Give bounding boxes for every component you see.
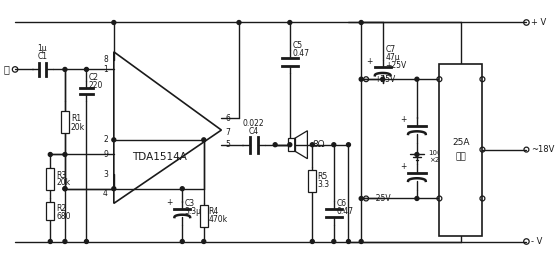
Text: 9: 9 bbox=[103, 150, 108, 159]
Text: 20k: 20k bbox=[56, 178, 70, 187]
Circle shape bbox=[381, 77, 384, 81]
Text: +: + bbox=[166, 198, 172, 207]
Text: 0.47: 0.47 bbox=[293, 49, 310, 58]
Circle shape bbox=[273, 143, 277, 147]
Circle shape bbox=[112, 187, 116, 191]
Text: ~18V: ~18V bbox=[531, 145, 555, 154]
Text: + V: + V bbox=[531, 18, 546, 27]
Circle shape bbox=[359, 196, 363, 200]
Text: 2: 2 bbox=[103, 135, 108, 144]
Text: +: + bbox=[367, 56, 373, 65]
Text: 470k: 470k bbox=[209, 215, 228, 224]
Text: 3.3: 3.3 bbox=[317, 180, 329, 189]
Text: +25V: +25V bbox=[374, 75, 395, 84]
Circle shape bbox=[288, 21, 292, 25]
Circle shape bbox=[347, 239, 350, 243]
Circle shape bbox=[63, 187, 67, 191]
Circle shape bbox=[332, 143, 336, 147]
Text: TDA1514A: TDA1514A bbox=[132, 152, 187, 162]
Text: - V: - V bbox=[531, 237, 543, 246]
Circle shape bbox=[202, 239, 206, 243]
Circle shape bbox=[84, 68, 88, 71]
Text: 220: 220 bbox=[88, 81, 103, 89]
Text: 6: 6 bbox=[225, 114, 230, 123]
Text: +: + bbox=[400, 115, 406, 124]
Text: 5: 5 bbox=[225, 140, 230, 149]
Circle shape bbox=[415, 153, 419, 157]
Circle shape bbox=[112, 21, 116, 25]
Circle shape bbox=[180, 187, 184, 191]
Circle shape bbox=[63, 68, 67, 71]
Text: ×2: ×2 bbox=[429, 157, 439, 163]
Text: 4: 4 bbox=[103, 189, 108, 198]
Text: C6: C6 bbox=[336, 199, 347, 208]
Bar bbox=[46, 168, 54, 190]
Text: C1: C1 bbox=[37, 52, 47, 61]
Circle shape bbox=[49, 239, 52, 243]
Text: 入: 入 bbox=[3, 64, 9, 74]
Circle shape bbox=[63, 239, 67, 243]
Circle shape bbox=[63, 187, 67, 191]
Circle shape bbox=[359, 239, 363, 243]
Text: 7: 7 bbox=[225, 129, 230, 138]
Circle shape bbox=[347, 143, 350, 147]
Text: 8: 8 bbox=[103, 55, 108, 64]
Text: R1: R1 bbox=[71, 114, 81, 123]
Text: -25V: -25V bbox=[374, 194, 392, 203]
Circle shape bbox=[332, 239, 336, 243]
Bar bbox=[61, 111, 69, 133]
Text: 0.47: 0.47 bbox=[336, 207, 354, 216]
Text: C7: C7 bbox=[386, 45, 396, 54]
Text: C3: C3 bbox=[184, 199, 194, 208]
Text: R4: R4 bbox=[209, 207, 219, 216]
Text: C4: C4 bbox=[248, 126, 259, 135]
Circle shape bbox=[310, 239, 314, 243]
Circle shape bbox=[310, 143, 314, 147]
Text: R2: R2 bbox=[56, 204, 66, 213]
Circle shape bbox=[202, 138, 206, 142]
Text: 0.022: 0.022 bbox=[243, 119, 264, 128]
Circle shape bbox=[112, 138, 116, 142]
Text: 680: 680 bbox=[56, 211, 71, 221]
Text: 3.3μ: 3.3μ bbox=[184, 207, 201, 216]
Bar bbox=[439, 64, 483, 236]
Text: +25V: +25V bbox=[386, 61, 407, 70]
Bar bbox=[200, 205, 208, 227]
Text: R5: R5 bbox=[317, 172, 328, 181]
Text: C2: C2 bbox=[88, 73, 98, 82]
Bar bbox=[46, 202, 54, 220]
Circle shape bbox=[415, 77, 419, 81]
Text: C5: C5 bbox=[293, 41, 303, 50]
Bar bbox=[309, 170, 316, 192]
Circle shape bbox=[288, 143, 292, 147]
Text: 3: 3 bbox=[103, 169, 108, 178]
Text: 20k: 20k bbox=[71, 122, 85, 132]
Text: 25A: 25A bbox=[452, 138, 470, 147]
Circle shape bbox=[180, 239, 184, 243]
Circle shape bbox=[359, 77, 363, 81]
Text: 1μ: 1μ bbox=[37, 44, 47, 53]
Circle shape bbox=[63, 153, 67, 157]
Circle shape bbox=[359, 21, 363, 25]
Circle shape bbox=[415, 196, 419, 200]
Circle shape bbox=[84, 239, 88, 243]
Text: 47μ: 47μ bbox=[386, 53, 400, 62]
Bar bbox=[288, 138, 295, 151]
Text: 1: 1 bbox=[103, 65, 108, 74]
Circle shape bbox=[49, 153, 52, 157]
Text: R3: R3 bbox=[56, 171, 66, 180]
Circle shape bbox=[237, 21, 241, 25]
Text: 8Ω: 8Ω bbox=[312, 140, 325, 149]
Text: +: + bbox=[400, 162, 406, 171]
Text: 全桥: 全桥 bbox=[455, 152, 466, 161]
Text: 10000μ: 10000μ bbox=[429, 149, 456, 155]
